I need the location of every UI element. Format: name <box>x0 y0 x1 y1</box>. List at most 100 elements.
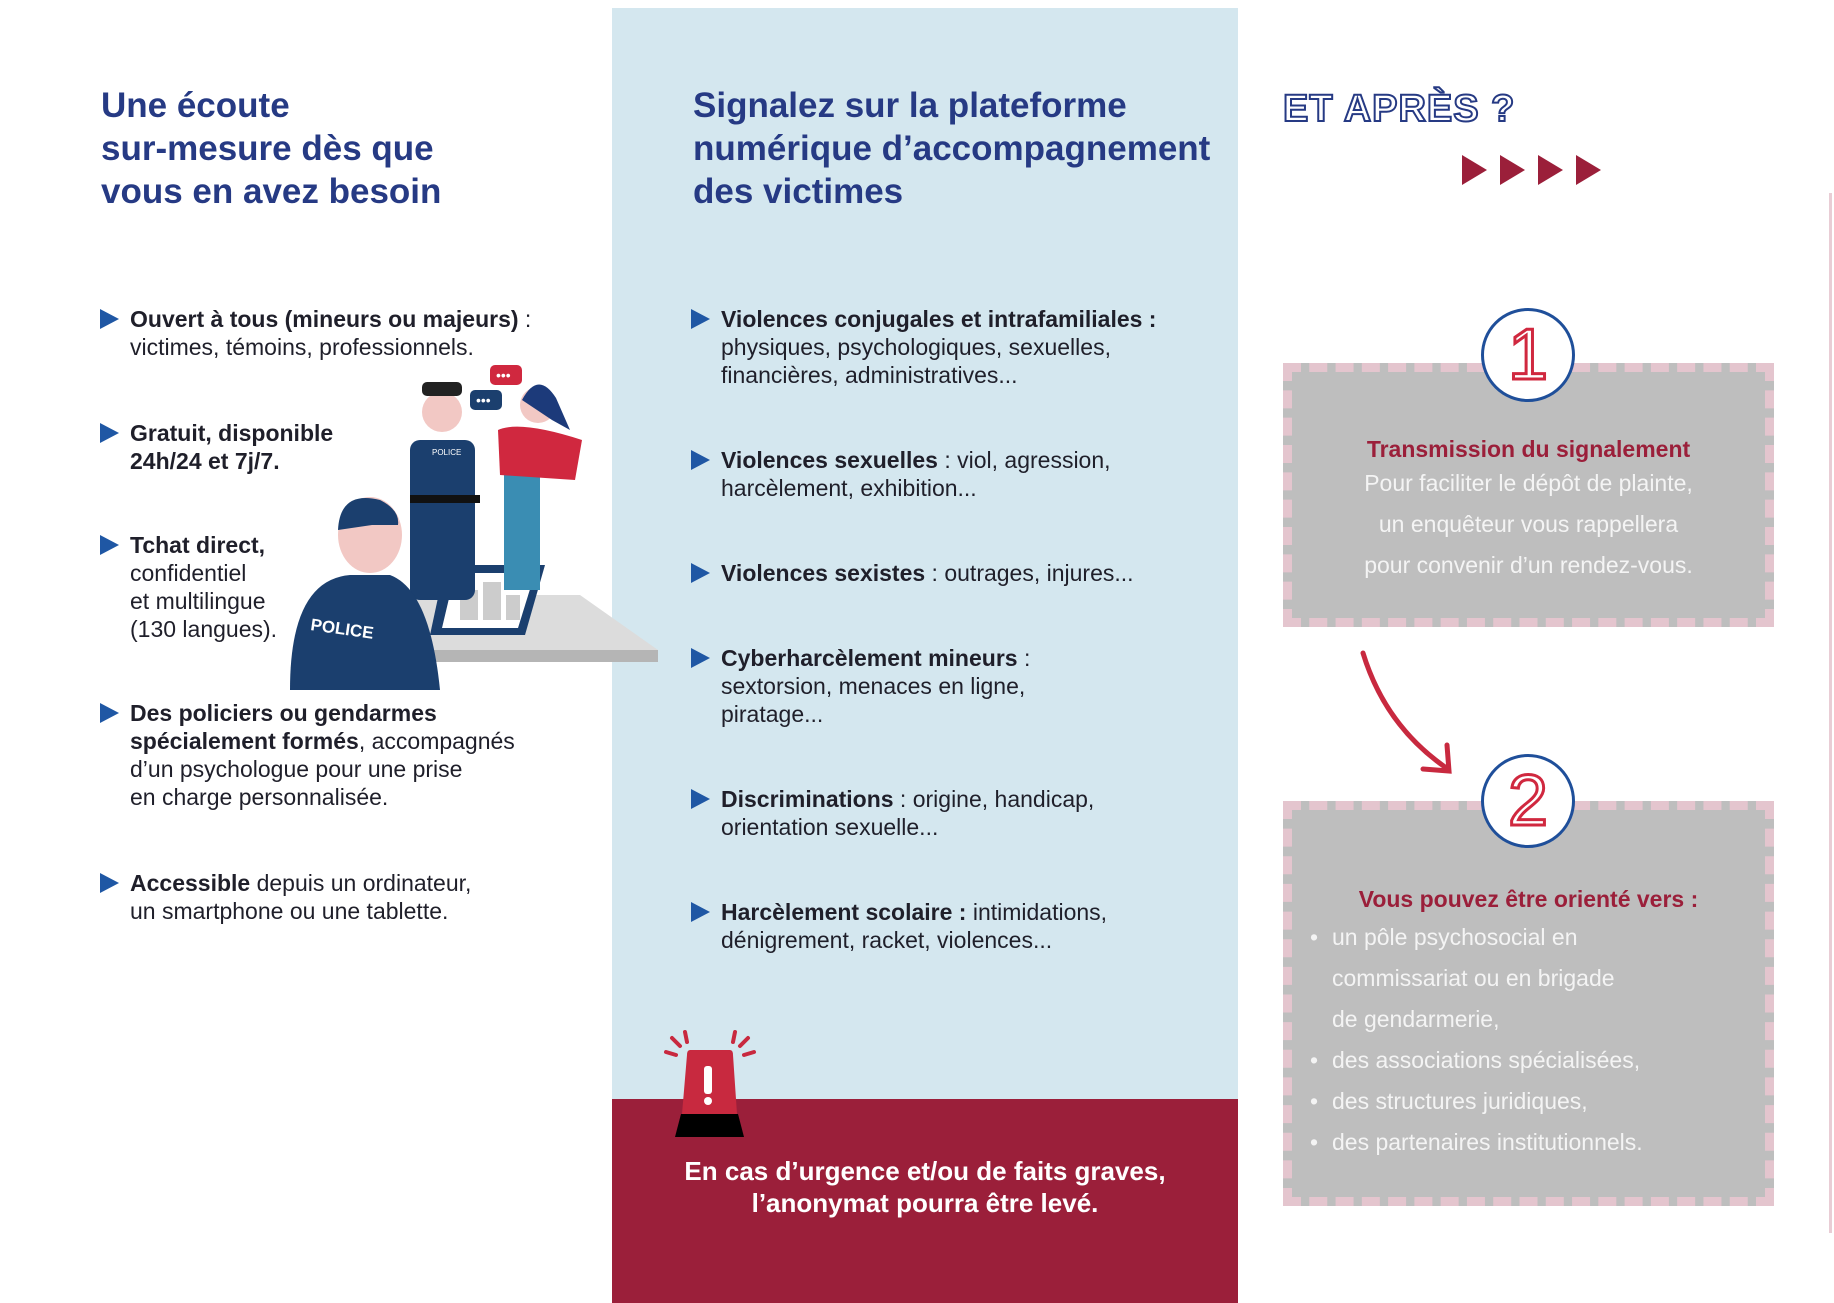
divider <box>1829 193 1832 1233</box>
step2-box: Vous pouvez être orienté vers : • un pôl… <box>1283 801 1774 1206</box>
triangle-bullet-icon <box>691 450 710 470</box>
item-text: : origine, handicap, <box>893 786 1095 812</box>
list-item: • des associations spécialisées, <box>1310 1040 1765 1081</box>
triangle-bullet-icon <box>691 309 710 329</box>
triangle-bullet-icon <box>100 873 119 893</box>
middle-title: Signalez sur la plateforme numérique d’a… <box>693 84 1210 213</box>
triangle-bullet-icon <box>100 535 119 555</box>
title-line: sur-mesure dès que <box>101 129 434 168</box>
list-item: Violences sexistes : outrages, injures..… <box>691 559 1134 587</box>
svg-text:•••: ••• <box>476 392 491 408</box>
list-item: • des structures juridiques, <box>1310 1081 1765 1122</box>
item-text: intimidations, <box>966 899 1108 925</box>
police-officer-seated <box>290 575 440 690</box>
item-bold: Gratuit, disponible <box>130 420 334 446</box>
item-text: orientation sexuelle... <box>721 814 939 840</box>
item-bold: 24h/24 et 7j/7. <box>130 448 280 474</box>
bullet-dot: • <box>1310 1047 1319 1073</box>
item-bold: Violences sexistes <box>721 560 926 586</box>
item-text: : viol, agression, <box>937 447 1111 473</box>
item-text: : <box>518 306 532 332</box>
middle-panel <box>612 8 1238 1103</box>
curved-arrow-icon <box>1360 650 1452 774</box>
text-line: pour convenir d’un rendez-vous. <box>1364 552 1693 578</box>
list-item: Harcèlement scolaire : intimidations, dé… <box>691 898 1108 954</box>
item-bold: Cyberharcèlement mineurs <box>721 645 1018 671</box>
step1-number-badge: 1 <box>1481 308 1575 402</box>
list-item: Ouvert à tous (mineurs ou majeurs) : vic… <box>100 305 532 361</box>
list-item: Cyberharcèlement mineurs : sextorsion, m… <box>691 644 1031 728</box>
item-bold: Accessible <box>130 870 251 896</box>
item-text: un smartphone ou une tablette. <box>130 898 449 924</box>
list-item: • des partenaires institutionnels. <box>1310 1122 1765 1163</box>
item-text: harcèlement, exhibition... <box>721 475 977 501</box>
svg-text:•••: ••• <box>496 367 511 383</box>
police-illustration: POLICE ••• ••• POLICE <box>290 365 658 690</box>
siren-icon <box>664 1030 756 1137</box>
list-item: Violences conjugales et intrafamiliales … <box>691 305 1157 389</box>
item-text: d’un psychologue pour une prise <box>130 756 463 782</box>
list-item: Tchat direct, confidentiel et multilingu… <box>100 531 278 643</box>
text-line: Pour faciliter le dépôt de plainte, <box>1364 470 1693 496</box>
list-item: Accessible depuis un ordinateur, un smar… <box>100 869 472 925</box>
item-text: en charge personnalisée. <box>130 784 389 810</box>
item-text: piratage... <box>721 701 824 727</box>
urgent-text: En cas d’urgence et/ou de faits graves, … <box>612 1155 1238 1219</box>
item-bold: Des policiers ou gendarmes <box>130 700 437 726</box>
item-bold: Violences sexuelles <box>721 447 938 473</box>
text-line: des associations spécialisées, <box>1332 1047 1641 1073</box>
item-bold: Tchat direct, <box>130 532 266 558</box>
bullet-dot: • <box>1310 924 1319 950</box>
police-officer-standing <box>410 440 475 600</box>
text-line: un enquêteur vous rappellera <box>1378 511 1679 537</box>
item-text: victimes, témoins, professionnels. <box>130 334 474 360</box>
step2-number-badge: 2 <box>1481 754 1575 848</box>
title-line: vous en avez besoin <box>101 172 442 211</box>
list-item: Des policiers ou gendarmes spécialement … <box>100 699 515 811</box>
item-text: confidentiel <box>130 560 247 586</box>
text-line: commissariat ou en brigade <box>1332 965 1615 991</box>
step2-title: Vous pouvez être orienté vers : <box>1358 886 1699 912</box>
item-text: (130 langues). <box>130 616 278 642</box>
triangle-bullet-icon <box>691 902 710 922</box>
title-line: numérique d’accompagnement <box>693 129 1211 168</box>
bullet-dot: • <box>1310 1088 1319 1114</box>
left-title: Une écoute sur-mesure dès que vous en av… <box>101 84 441 213</box>
step1-text: Pour faciliter le dépôt de plainte, un e… <box>1292 463 1765 586</box>
step1-title: Transmission du signalement <box>1366 436 1691 462</box>
text-line: de gendarmerie, <box>1332 1006 1500 1032</box>
triangle-bullet-icon <box>691 563 710 583</box>
text-line: des structures juridiques, <box>1332 1088 1588 1114</box>
triangle-bullet-icon <box>100 703 119 723</box>
title-line: des victimes <box>693 172 904 211</box>
text-line: des partenaires institutionnels. <box>1332 1129 1643 1155</box>
item-text: sextorsion, menaces en ligne, <box>721 673 1026 699</box>
chat-bubble-icon <box>470 390 502 410</box>
triangle-bullet-icon <box>100 309 119 329</box>
right-title: ET APRÈS ? <box>1282 87 1516 131</box>
step1-box: Transmission du signalement Pour facilit… <box>1283 363 1774 627</box>
item-text: physiques, psychologiques, sexuelles, <box>721 334 1111 360</box>
item-text: depuis un ordinateur, <box>250 870 472 896</box>
title-line: Une écoute <box>101 86 290 125</box>
step2-list: • un pôle psychosocial en commissariat o… <box>1310 917 1765 1163</box>
list-item: Gratuit, disponible 24h/24 et 7j/7. <box>100 419 334 475</box>
item-bold: Violences conjugales et intrafamiliales … <box>721 306 1157 332</box>
item-bold: Ouvert à tous (mineurs ou majeurs) <box>130 306 519 332</box>
title-line: Signalez sur la plateforme <box>693 86 1127 125</box>
text-line: un pôle psychosocial en <box>1332 924 1578 950</box>
item-text: et multilingue <box>130 588 266 614</box>
bullet-dot: • <box>1310 1129 1319 1155</box>
item-text: financières, administratives... <box>721 362 1018 388</box>
list-item: Violences sexuelles : viol, agression, h… <box>691 446 1111 502</box>
list-item: • un pôle psychosocial en commissariat o… <box>1310 917 1765 1040</box>
item-text: : outrages, injures... <box>925 560 1134 586</box>
chat-bubble-icon <box>490 365 522 385</box>
item-bold: spécialement formés <box>130 728 359 754</box>
item-text: : <box>1017 645 1031 671</box>
badge-label: POLICE <box>432 448 461 457</box>
urgent-line: En cas d’urgence et/ou de faits graves, <box>684 1156 1166 1186</box>
triangle-bullet-icon <box>100 423 119 443</box>
urgent-line: l’anonymat pourra être levé. <box>751 1188 1099 1218</box>
triangle-bullet-icon <box>691 789 710 809</box>
